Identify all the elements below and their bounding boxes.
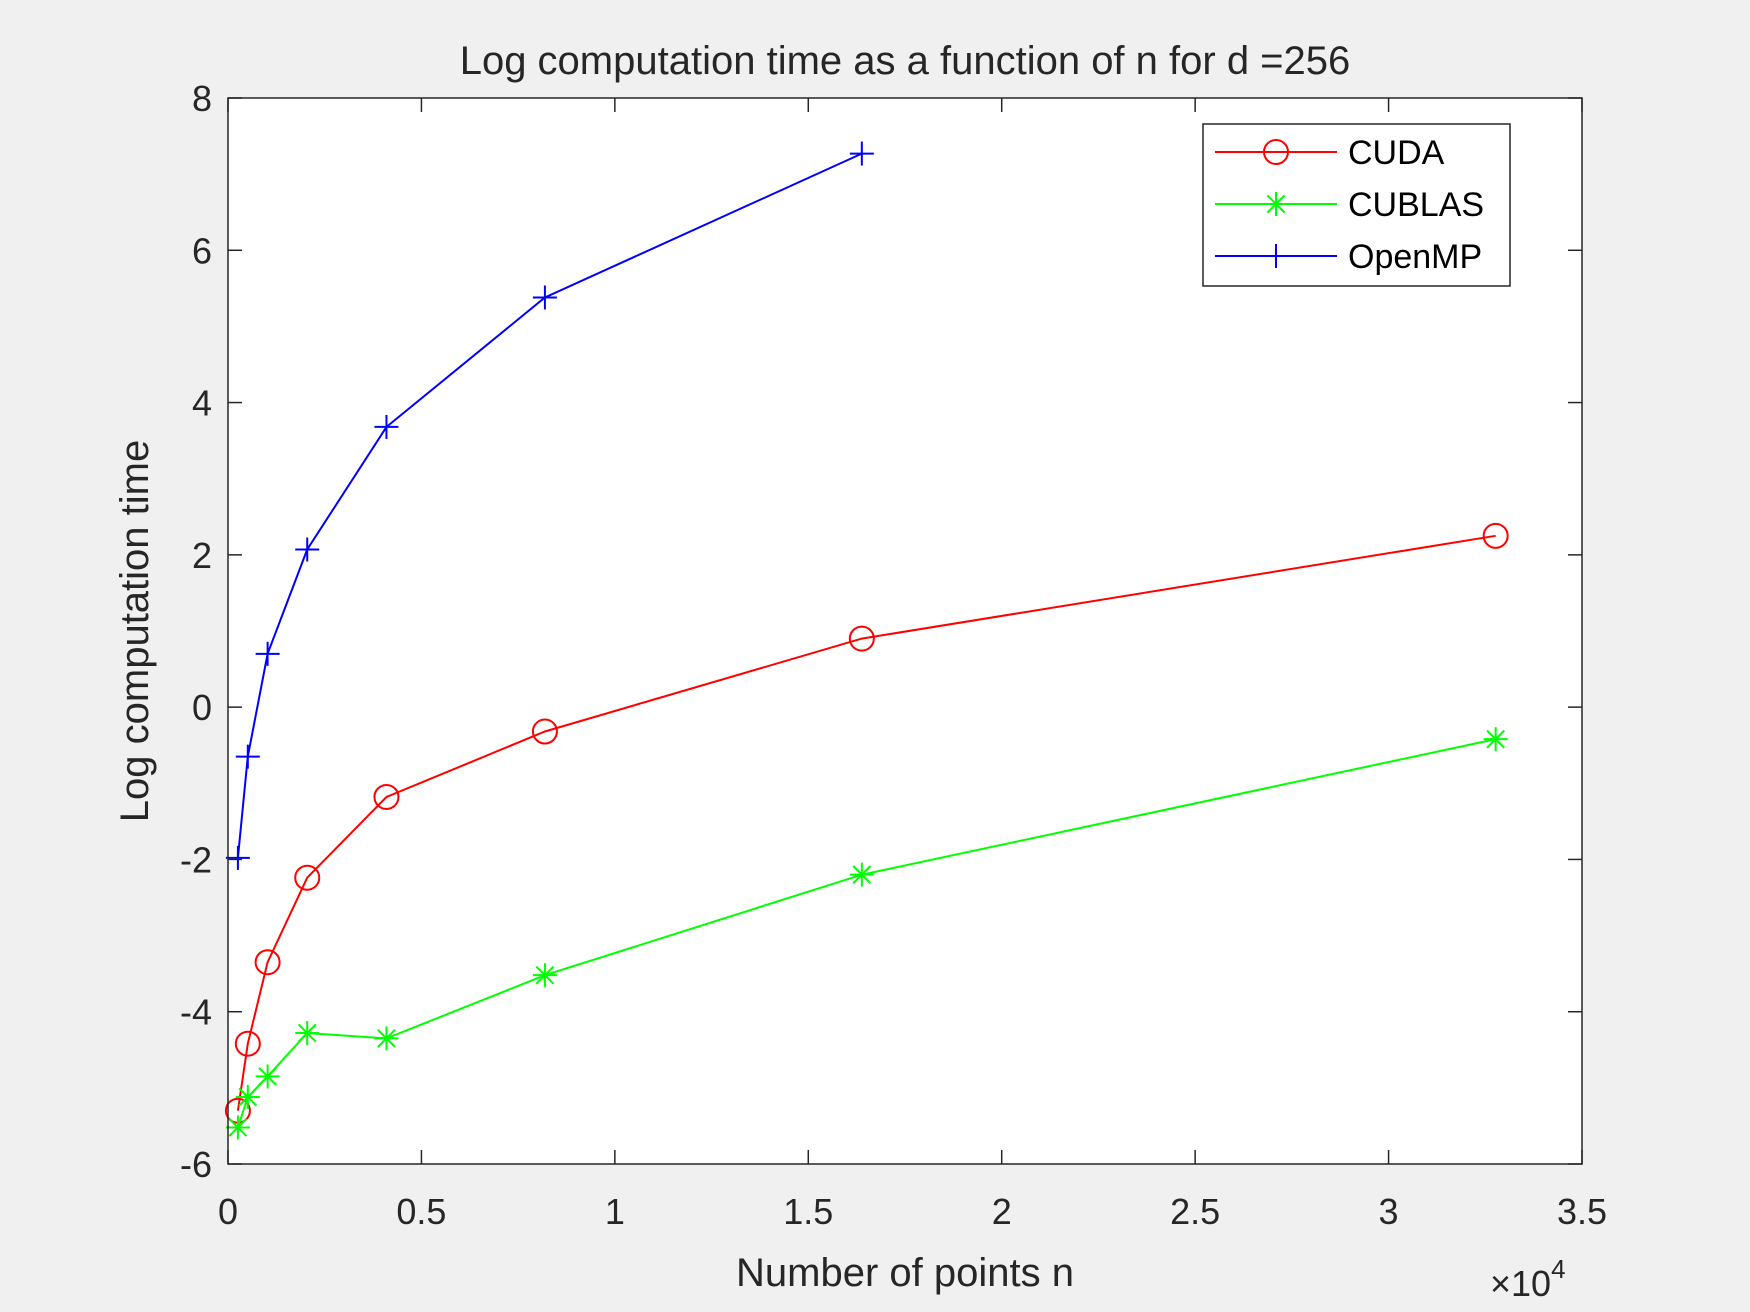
legend-label-cuda: CUDA [1348,134,1445,172]
legend: CUDA CUBLAS OpenMP [1202,123,1511,287]
data-point-openmp [532,285,557,310]
legend-label-cublas: CUBLAS [1348,186,1484,224]
data-point-openmp [295,537,320,562]
plot-frame [227,97,1583,1165]
y-tick-label: -4 [180,992,212,1033]
x-tick-label: 0.5 [396,1191,446,1232]
data-point-cuda [254,949,281,976]
x-ticks: 0 0.5 1 1.5 2 2.5 3 3.5 [218,98,1607,1232]
data-point-cublas [235,1084,260,1109]
legend-label-openmp: OpenMP [1348,238,1482,276]
y-ticks: -6 -4 -2 0 2 4 6 8 [180,78,1582,1185]
legend-entry-cuda: CUDA [1215,134,1445,172]
x-tick-label: 3.5 [1557,1191,1607,1232]
y-tick-label: 8 [192,78,212,119]
data-point-cublas [532,963,557,988]
series-cublas [225,727,1508,1140]
x-tick-label: 0 [218,1191,238,1232]
chart-title: Log computation time as a function of n … [460,39,1351,83]
x-axis-exponent-base: ×10 [1490,1263,1551,1304]
x-tick-label: 1.5 [783,1191,833,1232]
series-cuda [224,522,1509,1124]
data-point-cuda [1482,522,1509,549]
y-tick-label: 4 [192,383,212,424]
data-point-cuda [373,783,400,810]
series-line-cuda [236,534,1496,1111]
y-axis-title: Log computation time [113,440,157,822]
data-point-openmp [374,414,399,439]
data-point-openmp [255,641,280,666]
data-point-openmp [235,744,260,769]
data-point-cuda [531,718,558,745]
x-axis-exponent-power: 4 [1551,1254,1565,1284]
x-tick-label: 1 [605,1191,625,1232]
series-openmp [225,141,874,870]
y-tick-label: 6 [192,230,212,271]
y-tick-label: 0 [192,687,212,728]
data-point-cublas [255,1064,280,1089]
legend-marker-cuda [1263,139,1289,165]
data-point-cuda [234,1030,261,1057]
legend-entry-openmp: OpenMP [1215,238,1482,276]
data-point-cuda [848,625,875,652]
data-point-cublas [1483,727,1508,752]
x-axis-title: Number of points n [736,1251,1074,1295]
x-tick-label: 2 [992,1191,1012,1232]
x-tick-label: 3 [1379,1191,1399,1232]
data-point-cuda [294,864,321,891]
data-point-cublas [225,1115,250,1140]
legend-marker-openmp [1264,244,1288,268]
data-point-openmp [225,845,250,870]
legend-marker-cublas [1264,192,1288,216]
series-layer [224,141,1509,1140]
data-point-cublas [295,1021,320,1046]
y-tick-label: 2 [192,535,212,576]
data-point-cublas [374,1026,399,1051]
data-point-openmp [849,141,874,166]
y-tick-label: -6 [180,1144,212,1185]
x-tick-label: 2.5 [1170,1191,1220,1232]
x-axis-exponent: ×104 [1490,1254,1566,1304]
legend-entry-cublas: CUBLAS [1215,186,1484,224]
y-tick-label: -2 [180,839,212,880]
data-point-cublas [849,862,874,887]
